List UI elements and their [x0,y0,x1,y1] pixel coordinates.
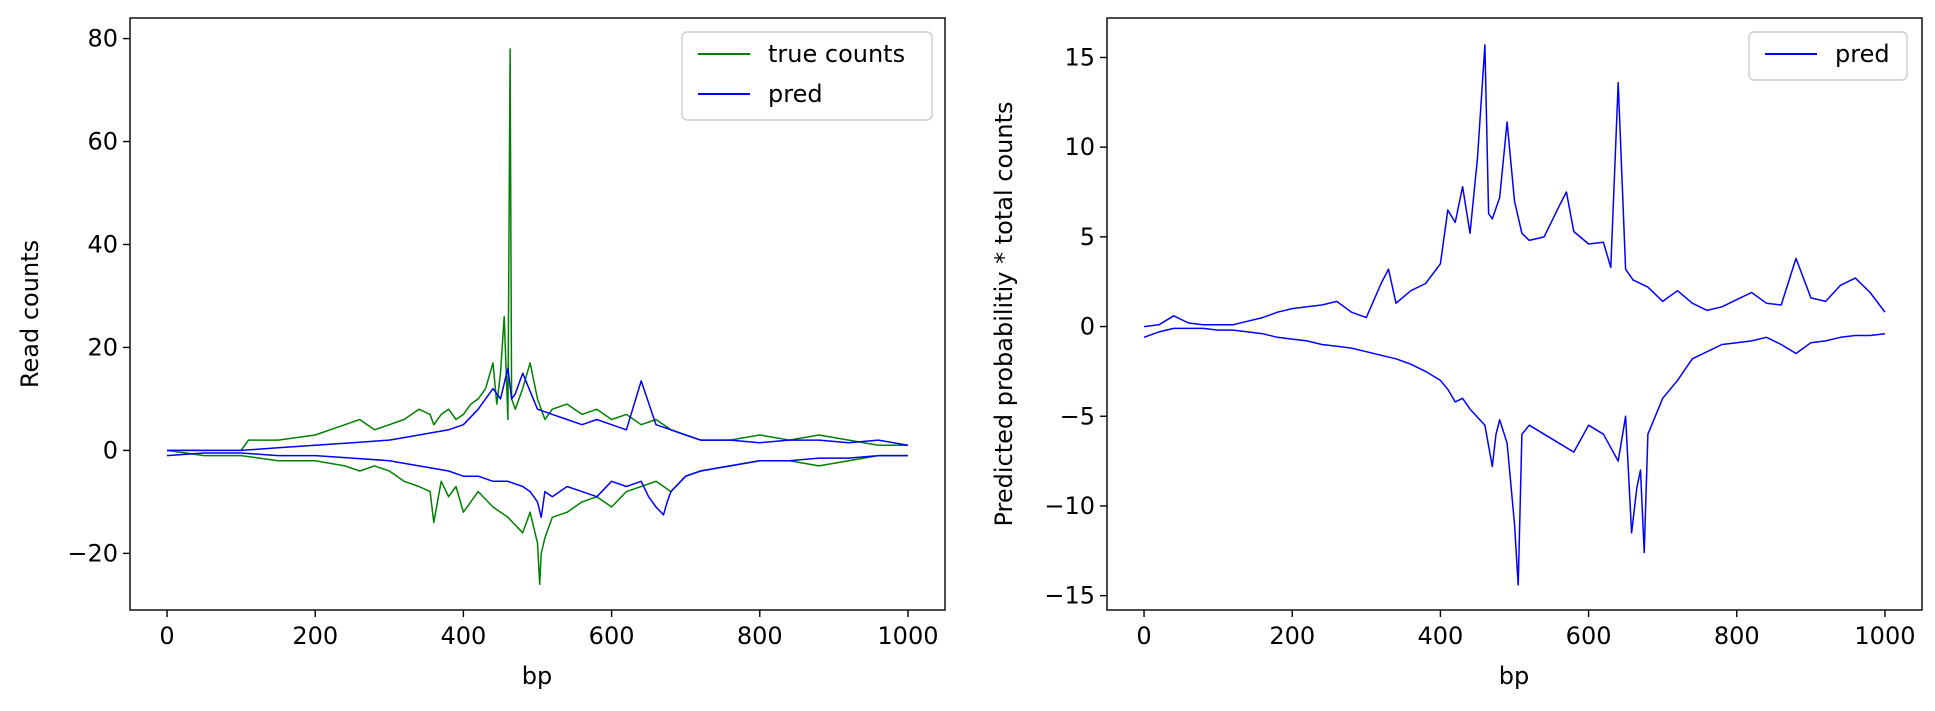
y-tick-label: −20 [67,539,118,567]
series-line-pred-strand-0 [1143,44,1886,328]
x-tick-label: 0 [159,622,174,650]
y-tick-label: 15 [1064,43,1095,71]
plot-frame [129,17,946,611]
x-axis-label: bp [522,662,552,690]
y-tick-label: 0 [1080,313,1095,341]
legend: pred [1748,31,1908,81]
x-tick-label: 200 [1269,622,1315,650]
x-tick-label: 800 [1714,622,1760,650]
y-tick-label: −15 [1044,582,1095,610]
y-tick-label: −5 [1060,402,1095,430]
y-tick-label: 20 [87,333,118,361]
x-tick-label: 800 [737,622,783,650]
x-tick-label: 200 [292,622,338,650]
y-tick-label: 40 [87,231,118,259]
legend-box [1748,31,1908,81]
plot-frame [1106,17,1923,611]
series-layer [166,48,909,586]
y-tick-label: 5 [1080,223,1095,251]
series-line-pred-strand-1 [166,452,908,519]
legend-label-pred: pred [768,80,823,108]
x-tick-label: 600 [1566,622,1612,650]
tick-layer: 0 200 400 600 800 1000 −20 0 20 40 60 80 [67,25,938,650]
y-tick-label: 10 [1064,133,1095,161]
x-tick-label: 400 [1418,622,1464,650]
chart-read-counts: 0 200 400 600 800 1000 −20 0 20 40 60 80 bp Read co… [16,17,946,690]
series-line-pred-strand-1 [1143,327,1886,586]
x-tick-label: 1000 [877,622,938,650]
x-tick-label: 0 [1136,622,1151,650]
y-axis-label: Read counts [16,240,44,388]
x-tick-label: 600 [589,622,635,650]
x-axis-label: bp [1499,662,1529,690]
y-axis-label: Predicted probabilitiy * total counts [990,102,1018,527]
tick-layer: 0 200 400 600 800 1000 −15 −10 −5 0 5 10 15 [1044,43,1915,650]
y-tick-label: 0 [103,436,118,464]
y-tick-label: −10 [1044,492,1095,520]
chart-predicted-probability: 0 200 400 600 800 1000 −15 −10 −5 0 5 10 15 bp Predi… [990,17,1923,690]
y-tick-label: 60 [87,128,118,156]
x-tick-label: 1000 [1854,622,1915,650]
legend-label-true-counts: true counts [768,40,905,68]
y-tick-label: 80 [87,25,118,53]
legend: true counts pred [681,31,933,121]
series-line-pred-strand-0 [167,367,909,452]
legend-label-pred: pred [1835,40,1890,68]
series-layer [1143,44,1886,586]
x-tick-label: 400 [441,622,487,650]
